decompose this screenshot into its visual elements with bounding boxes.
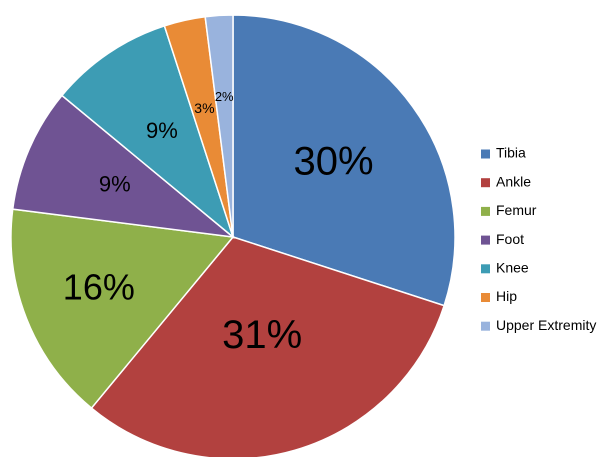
pie-slice xyxy=(60,24,235,240)
legend-label: Hip xyxy=(496,288,517,304)
legend-swatch xyxy=(481,293,490,302)
data-label: 9% xyxy=(99,172,131,197)
legend-swatch xyxy=(481,321,490,331)
pie-slice xyxy=(232,14,456,307)
legend-label: Femur xyxy=(496,202,537,218)
data-label: 3% xyxy=(194,100,214,116)
legend-label: Foot xyxy=(496,231,524,247)
legend-swatch xyxy=(481,149,490,159)
data-label: 9% xyxy=(146,118,178,143)
data-label: 2% xyxy=(215,89,234,104)
legend-label: Upper Extremity xyxy=(496,317,596,333)
legend-swatch xyxy=(481,178,490,188)
legend-label: Ankle xyxy=(496,173,531,189)
pie-slice xyxy=(204,14,234,238)
data-label: 30% xyxy=(294,139,374,183)
legend-label: Knee xyxy=(496,260,529,276)
legend-label: Tibia xyxy=(496,145,526,161)
data-label: 16% xyxy=(63,267,135,308)
data-label: 31% xyxy=(222,313,302,357)
pie-slice xyxy=(11,94,236,239)
legend-swatch xyxy=(481,264,490,274)
pie-slice xyxy=(90,236,446,457)
legend-swatch xyxy=(481,235,490,245)
legend-swatch xyxy=(481,206,490,216)
pie-slice xyxy=(10,208,235,410)
